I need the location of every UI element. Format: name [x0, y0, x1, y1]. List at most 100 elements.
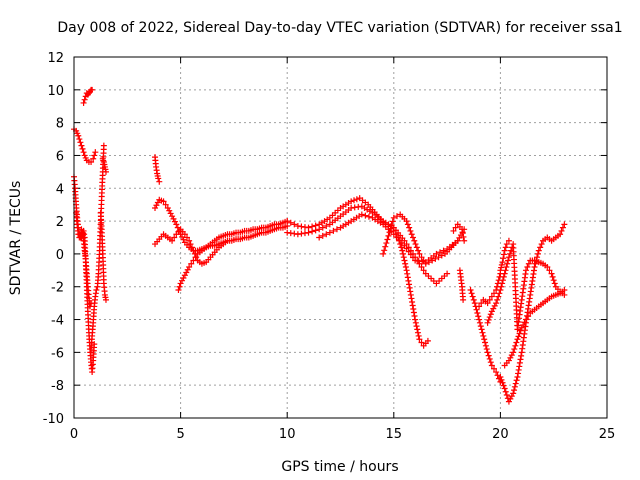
data-point	[460, 296, 467, 303]
data-point	[557, 231, 564, 238]
data-point	[452, 224, 459, 231]
data-point	[494, 296, 501, 303]
data-point	[493, 300, 500, 307]
data-point	[171, 234, 178, 241]
data-point	[402, 260, 409, 267]
data-point	[507, 354, 514, 361]
data-point	[459, 230, 466, 237]
data-point	[538, 241, 545, 248]
data-point	[491, 302, 498, 309]
data-point	[305, 229, 312, 236]
data-point	[169, 213, 176, 220]
data-point	[467, 287, 474, 294]
data-point	[533, 257, 540, 264]
data-point	[478, 326, 485, 333]
data-point	[404, 221, 411, 228]
data-point	[480, 332, 487, 339]
data-point	[416, 250, 423, 257]
data-point	[515, 333, 522, 340]
data-point	[80, 149, 87, 156]
data-point	[551, 280, 558, 287]
data-point	[75, 132, 82, 139]
data-point	[477, 323, 484, 330]
data-point	[400, 254, 407, 261]
data-point	[406, 284, 413, 291]
y-tick-label: 6	[56, 149, 64, 164]
data-point	[388, 222, 395, 229]
data-point	[436, 249, 443, 256]
data-point	[516, 359, 523, 366]
data-point	[358, 211, 365, 218]
data-point	[353, 196, 360, 203]
series-arc-k	[175, 237, 231, 294]
data-point	[410, 309, 417, 316]
data-point	[90, 155, 97, 162]
data-point	[415, 247, 422, 254]
y-tick-label: -4	[51, 314, 64, 329]
data-point	[162, 201, 169, 208]
x-tick-label: 0	[70, 427, 78, 442]
data-point	[438, 252, 445, 259]
data-point	[323, 231, 330, 238]
axis-ticks	[73, 56, 608, 419]
data-point	[482, 342, 489, 349]
series-arc-g	[99, 155, 109, 175]
data-point	[177, 280, 184, 287]
data-point	[408, 231, 415, 238]
data-point	[484, 300, 491, 307]
x-tick-label: 10	[279, 427, 296, 442]
data-point	[503, 392, 510, 399]
series-arc-w	[497, 237, 512, 274]
data-point	[525, 260, 532, 267]
data-point	[181, 272, 188, 279]
data-point	[498, 283, 505, 290]
data-point	[399, 247, 406, 254]
data-point	[493, 369, 500, 376]
data-point	[405, 277, 412, 284]
data-point	[500, 251, 507, 258]
data-point	[522, 316, 529, 323]
data-point	[186, 237, 193, 244]
data-point	[491, 365, 498, 372]
series-arc-d	[73, 209, 95, 310]
data-point	[413, 244, 420, 251]
data-point	[396, 236, 403, 243]
data-point	[78, 226, 85, 233]
x-tick-label: 5	[176, 427, 184, 442]
data-point	[499, 259, 506, 266]
data-point	[420, 257, 427, 264]
data-point	[549, 273, 556, 280]
data-point	[502, 388, 509, 395]
data-point	[511, 387, 518, 394]
data-point	[319, 224, 326, 231]
data-point	[499, 280, 506, 287]
data-point	[561, 287, 568, 294]
data-point	[413, 323, 420, 330]
data-point	[478, 300, 485, 307]
data-point	[483, 346, 490, 353]
data-point	[167, 210, 174, 217]
data-point	[387, 225, 394, 232]
data-point	[418, 339, 425, 346]
data-point	[393, 234, 400, 241]
data-point	[515, 366, 522, 373]
data-point	[407, 291, 414, 298]
data-point	[156, 178, 163, 185]
data-point	[398, 239, 405, 246]
data-point	[316, 234, 323, 241]
data-point	[390, 231, 397, 238]
data-point	[561, 221, 568, 228]
data-point	[486, 296, 493, 303]
y-tick-label: -8	[51, 379, 64, 394]
data-point	[351, 197, 358, 204]
data-point	[99, 155, 106, 162]
y-tick-label: 10	[47, 84, 64, 99]
y-tick-label: 8	[56, 117, 64, 132]
tick-labels: 0 5 10 15 20 25 -10 -8 -6 -4 -2 0 2 4 6 8 10 12	[43, 51, 616, 442]
data-point	[518, 352, 525, 359]
data-point	[407, 288, 414, 295]
data-point	[497, 267, 504, 274]
data-point	[79, 145, 86, 152]
data-point	[403, 267, 410, 274]
data-point	[181, 231, 188, 238]
